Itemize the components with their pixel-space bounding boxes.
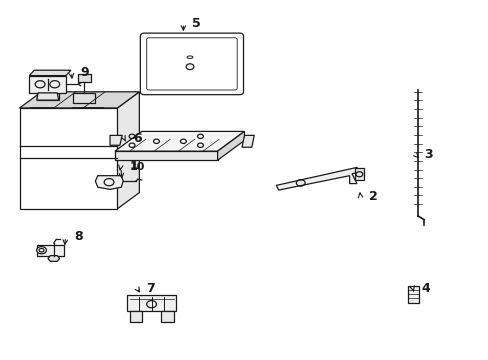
- Polygon shape: [161, 311, 173, 322]
- Text: 6: 6: [133, 132, 142, 145]
- Polygon shape: [29, 70, 71, 76]
- Text: 4: 4: [421, 282, 429, 294]
- Polygon shape: [29, 76, 66, 93]
- Polygon shape: [117, 92, 139, 209]
- Text: 2: 2: [368, 190, 377, 203]
- Text: 7: 7: [145, 282, 154, 294]
- Polygon shape: [20, 108, 117, 209]
- Circle shape: [39, 248, 44, 252]
- Text: 3: 3: [424, 148, 432, 161]
- Circle shape: [37, 247, 46, 254]
- Polygon shape: [242, 135, 254, 147]
- FancyBboxPatch shape: [140, 33, 243, 95]
- Polygon shape: [129, 311, 142, 322]
- Polygon shape: [78, 74, 90, 82]
- Polygon shape: [407, 286, 418, 303]
- Polygon shape: [20, 92, 139, 108]
- FancyBboxPatch shape: [146, 38, 237, 90]
- Polygon shape: [95, 176, 123, 189]
- Polygon shape: [127, 295, 176, 311]
- Polygon shape: [110, 135, 122, 145]
- Polygon shape: [37, 90, 59, 100]
- Polygon shape: [48, 256, 60, 261]
- Text: 10: 10: [129, 162, 144, 172]
- Polygon shape: [115, 151, 217, 160]
- Polygon shape: [217, 131, 244, 160]
- Text: 8: 8: [74, 230, 83, 243]
- Polygon shape: [37, 93, 59, 100]
- Text: 5: 5: [192, 17, 201, 30]
- Ellipse shape: [187, 56, 193, 58]
- Polygon shape: [37, 245, 63, 256]
- Text: 9: 9: [80, 66, 89, 78]
- Polygon shape: [73, 93, 95, 103]
- Polygon shape: [41, 71, 54, 78]
- Polygon shape: [115, 131, 244, 151]
- Polygon shape: [276, 167, 359, 190]
- Polygon shape: [354, 168, 364, 180]
- Text: 1: 1: [129, 159, 138, 172]
